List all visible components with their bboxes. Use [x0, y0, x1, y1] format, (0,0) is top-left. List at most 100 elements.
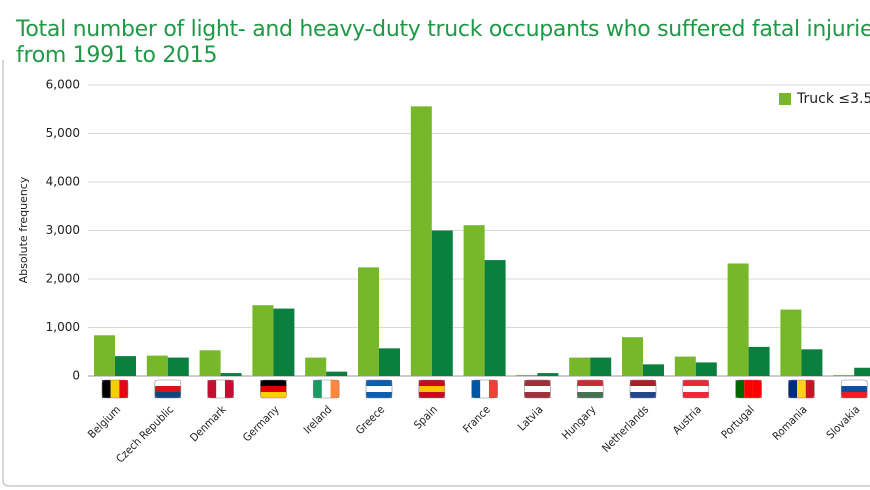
frame [2, 60, 870, 487]
flag [154, 380, 181, 386]
flag [119, 380, 128, 398]
flag [788, 380, 798, 398]
flag [524, 392, 551, 398]
x-tick-label: Denmark [187, 403, 229, 445]
flag [418, 380, 445, 386]
flag [797, 380, 806, 398]
bar [410, 106, 432, 376]
flag [260, 386, 287, 392]
x-tick-label: Belgium [85, 403, 123, 441]
bar [431, 230, 453, 376]
flag-border [154, 379, 182, 399]
flag [841, 380, 868, 386]
bar [326, 371, 348, 376]
flag-border [207, 379, 234, 399]
y-tick-label: 5,000 [46, 126, 80, 140]
flag [841, 386, 868, 392]
bar [484, 260, 506, 376]
bar [220, 373, 242, 376]
bar [94, 335, 115, 376]
flag [630, 380, 656, 386]
x-tick-label: Slovakia [824, 403, 863, 442]
x-tick-label: Austria [670, 403, 704, 437]
flag [682, 386, 709, 392]
flag [577, 386, 604, 392]
bar [590, 357, 612, 376]
flag-border [260, 379, 287, 399]
flag-border [735, 379, 762, 399]
bar [569, 357, 591, 376]
y-tick-label: 2,000 [46, 272, 80, 286]
flag-border [788, 379, 815, 399]
x-tick-label: Hungary [559, 403, 598, 442]
flag [366, 386, 392, 392]
flag [321, 380, 331, 398]
bar [833, 375, 855, 376]
flag [260, 380, 287, 386]
flag [471, 380, 481, 398]
bar [358, 267, 379, 376]
flag [577, 380, 604, 386]
flag [154, 386, 181, 392]
bar [780, 309, 802, 376]
flag [418, 392, 445, 398]
legend-label: Truck ≤3.5 [796, 91, 870, 107]
x-tick-label: Ireland [301, 403, 334, 436]
flag-border [682, 379, 710, 399]
flag [313, 380, 322, 398]
bar [463, 225, 485, 376]
flag [841, 392, 868, 398]
bar [273, 308, 295, 376]
bar [115, 356, 136, 376]
x-tick-label: Germany [240, 403, 281, 444]
chart-title: from 1991 to 2015 [16, 43, 217, 68]
chart-title: Total number of light- and heavy-duty tr… [15, 17, 870, 42]
flag [216, 380, 225, 398]
y-tick-label: 1,000 [46, 320, 80, 334]
flag [577, 392, 604, 398]
flag-border [471, 379, 498, 399]
flag [630, 392, 656, 398]
flag [366, 380, 392, 386]
flag [752, 380, 762, 398]
flag-border [629, 379, 657, 399]
flag-border [576, 379, 604, 399]
y-tick-label: 6,000 [46, 78, 80, 92]
flag [207, 380, 217, 398]
flag [682, 392, 709, 398]
flag [224, 380, 234, 398]
flag-border [840, 379, 868, 399]
bar [252, 305, 274, 376]
flag-border [418, 379, 446, 399]
flag [110, 380, 120, 398]
flag [418, 386, 445, 392]
y-tick-label: 0 [72, 369, 80, 383]
bar [516, 375, 538, 376]
flag [630, 386, 656, 392]
flag-border [312, 379, 340, 399]
flag-border [524, 379, 551, 399]
flag [805, 380, 815, 398]
bar [801, 349, 823, 376]
flag-border [365, 379, 393, 399]
y-axis-label: Absolute frequency [17, 176, 30, 283]
bar [695, 362, 717, 376]
flag [366, 392, 392, 398]
flag [524, 386, 551, 392]
flag [154, 392, 181, 398]
x-tick-label: Greece [353, 403, 387, 437]
bar [727, 263, 749, 376]
x-tick-label: Spain [411, 403, 440, 432]
x-tick-label: Netherlands [599, 403, 651, 455]
bar [643, 364, 664, 376]
flag [260, 392, 287, 398]
bar [199, 350, 221, 376]
flag [735, 380, 745, 398]
y-tick-label: 4,000 [46, 175, 80, 189]
flag-border [101, 379, 129, 399]
x-tick-label: France [460, 403, 492, 435]
flag [330, 380, 340, 398]
bar [748, 346, 770, 376]
legend-swatch [779, 93, 791, 105]
bar [537, 373, 559, 376]
